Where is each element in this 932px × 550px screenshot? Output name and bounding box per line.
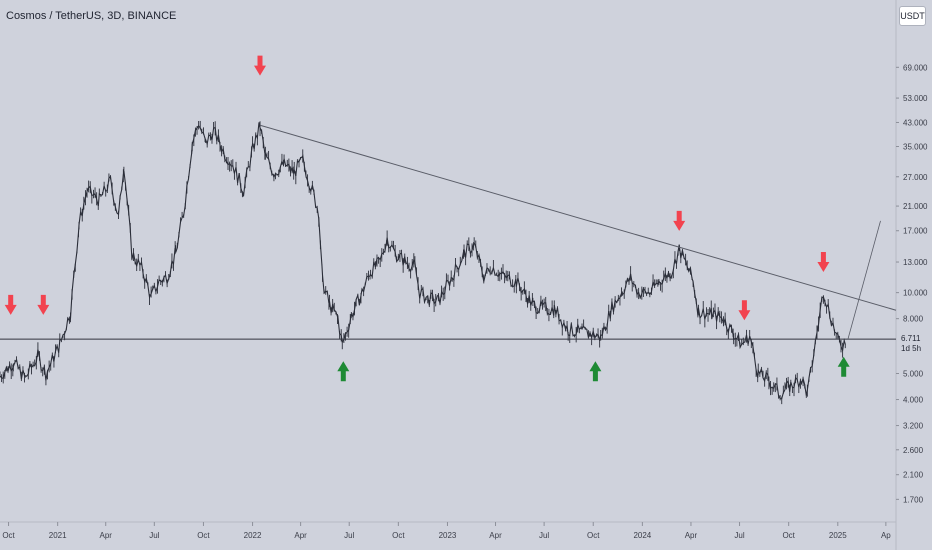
countdown-label: 1d 5h [901, 344, 921, 353]
y-tick-label: 1.700 [903, 495, 924, 504]
x-tick-label: 2024 [633, 531, 651, 540]
arrow-up-icon [589, 361, 602, 382]
arrow-down-icon [738, 300, 751, 321]
y-tick-label: 53.000 [903, 94, 928, 103]
x-tick-label: Jul [539, 531, 549, 540]
y-tick-label: 5.000 [903, 369, 924, 378]
y-tick-label: 27.000 [903, 173, 928, 182]
projection-line[interactable] [847, 220, 881, 340]
y-tick-label: 2.100 [903, 471, 924, 480]
x-tick-label: Apr [685, 531, 698, 540]
arrow-down-icon [673, 210, 686, 231]
x-tick-label: Ap [881, 531, 891, 540]
y-tick-label: 17.000 [903, 227, 928, 236]
y-tick-label: 35.000 [903, 142, 928, 151]
y-tick-label: 8.000 [903, 315, 924, 324]
y-tick-label: 3.200 [903, 422, 924, 431]
drawn-lines[interactable] [0, 124, 897, 340]
x-tick-label: Jul [344, 531, 354, 540]
y-tick-label: 4.000 [903, 396, 924, 405]
arrow-down-icon [4, 294, 17, 315]
x-tick-label: 2025 [829, 531, 847, 540]
y-tick-label: 10.000 [903, 289, 928, 298]
currency-unit-button[interactable]: USDT [899, 6, 926, 26]
markers-layer [4, 55, 850, 382]
resistance-trendline[interactable] [259, 124, 897, 311]
y-tick-label: 2.600 [903, 446, 924, 455]
x-tick-label: 2023 [439, 531, 457, 540]
chart-title: Cosmos / TetherUS, 3D, BINANCE [6, 10, 177, 22]
x-tick-label: Apr [99, 531, 112, 540]
x-tick-label: Jul [734, 531, 744, 540]
last-price-label: 6.711 [901, 334, 921, 343]
arrow-down-icon [37, 294, 50, 315]
y-tick-label: 21.000 [903, 202, 928, 211]
x-tick-label: Oct [587, 531, 600, 540]
x-tick-label: Jul [149, 531, 159, 540]
price-line [0, 122, 846, 400]
arrow-down-icon [254, 55, 266, 76]
y-tick-label: 13.000 [903, 258, 928, 267]
price-series [0, 120, 846, 405]
x-tick-label: Oct [197, 531, 210, 540]
x-tick-label: Oct [392, 531, 405, 540]
axes[interactable]: 69.000 53.000 43.000 35.000 27.000 21.000 17.0… [2, 63, 932, 540]
arrow-up-icon [337, 361, 350, 382]
x-tick-label: Apr [489, 531, 502, 540]
x-tick-label: Oct [2, 531, 15, 540]
y-tick-label: 43.000 [903, 118, 928, 127]
arrow-down-icon [817, 252, 830, 272]
x-tick-label: Oct [782, 531, 795, 540]
last-price-box [897, 331, 932, 354]
x-tick-label: Apr [294, 531, 307, 540]
arrow-up-icon [837, 356, 850, 377]
x-tick-label: 2021 [49, 531, 67, 540]
chart-grid [0, 0, 897, 550]
y-tick-label: 69.000 [903, 63, 928, 72]
x-tick-label: 2022 [244, 531, 262, 540]
